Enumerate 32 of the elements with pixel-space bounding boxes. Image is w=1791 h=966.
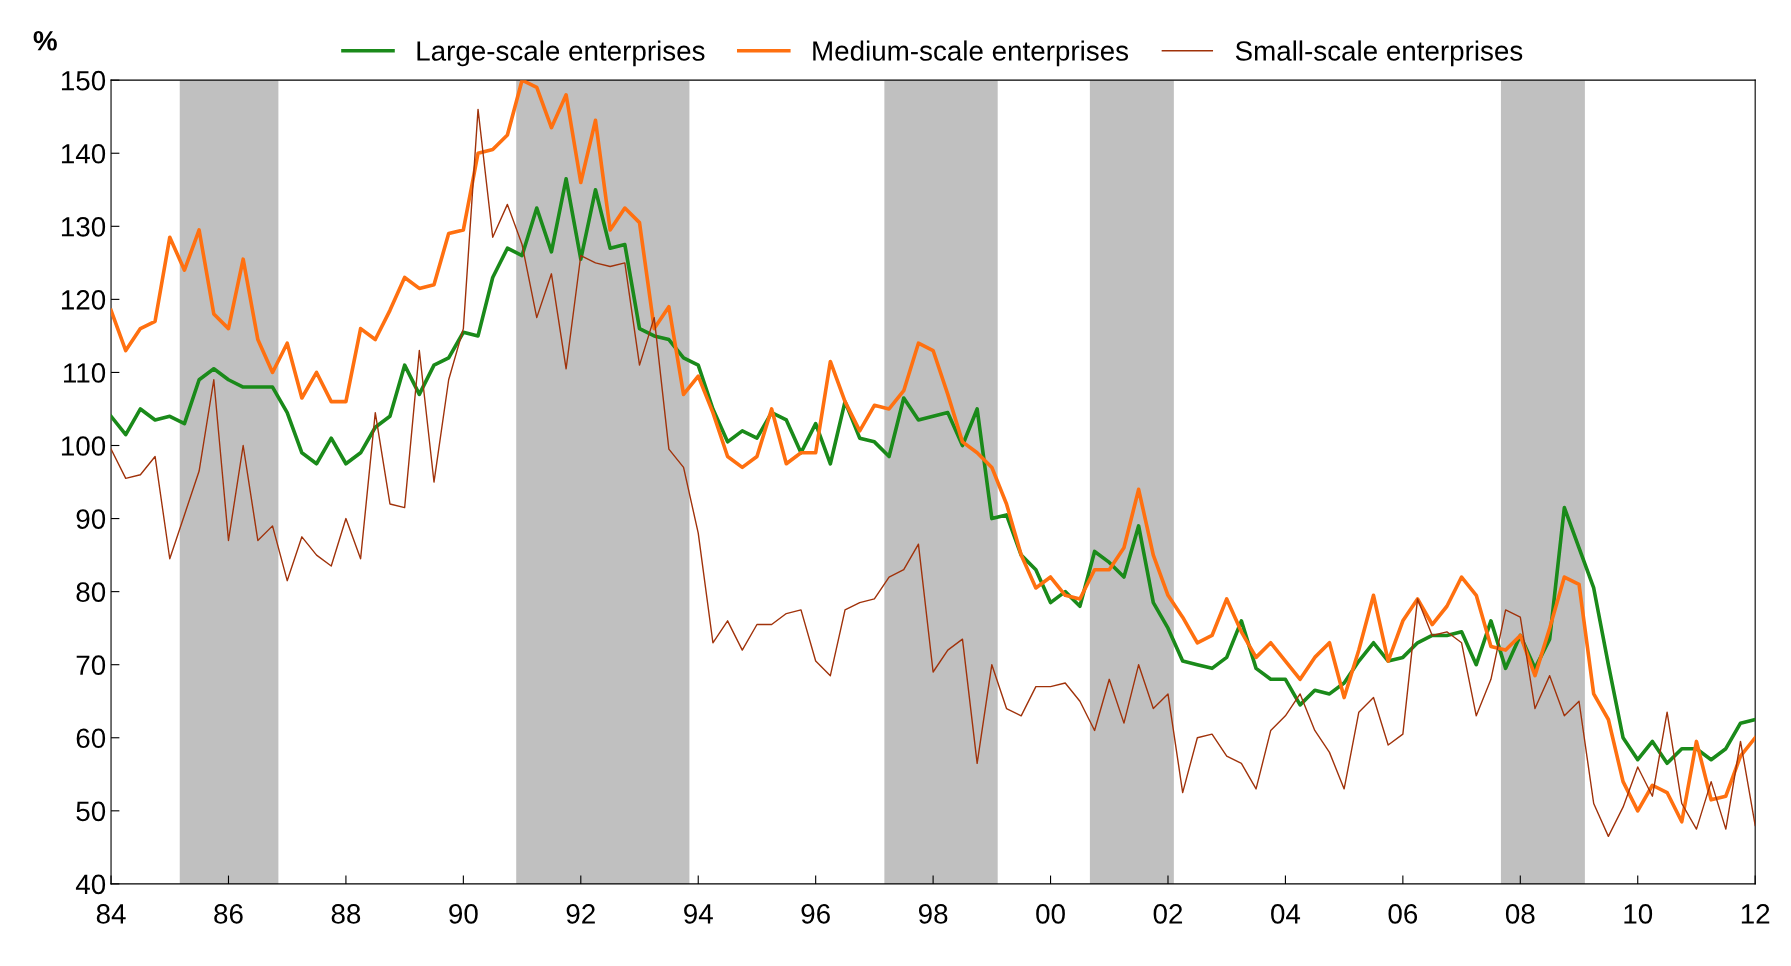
y-tick-label: 120 — [61, 290, 106, 310]
x-tick-label: 86 — [214, 904, 243, 924]
line-series — [111, 177, 1756, 766]
x-tick-label: 00 — [1036, 904, 1065, 924]
x-tick-label: 08 — [1505, 904, 1535, 924]
x-tick-label: 84 — [96, 904, 126, 924]
x-tick-label: 02 — [1153, 904, 1183, 924]
x-tick-label: 88 — [331, 904, 361, 924]
x-tick-label: 90 — [449, 904, 478, 924]
x-tick-label: 10 — [1624, 904, 1653, 924]
y-tick-label: 150 — [61, 70, 106, 91]
x-tick-label: 94 — [684, 904, 713, 924]
y-tick-label: 70 — [76, 655, 106, 676]
x-tick-label: 96 — [801, 904, 830, 924]
y-tick-label: 90 — [76, 509, 106, 529]
legend-label: Small-scale enterprises — [1235, 40, 1523, 67]
x-tick-label: 92 — [566, 904, 595, 924]
y-tick-label: 80 — [76, 582, 106, 602]
x-tick-label: 12 — [1741, 904, 1770, 924]
y-tick-label: 50 — [76, 801, 106, 822]
x-tick-label: 06 — [1388, 904, 1418, 924]
y-tick-label: 140 — [61, 143, 106, 164]
y-tick-label: 60 — [76, 728, 106, 749]
x-tick-label: 04 — [1271, 904, 1301, 924]
y-tick-label: 100 — [61, 436, 106, 456]
legend-label: Medium-scale enterprises — [813, 40, 1129, 67]
y-tick-label: 110 — [64, 363, 106, 383]
y-axis-title: % — [33, 30, 57, 51]
legend-label: Large-scale enterprises — [417, 40, 705, 67]
y-tick-label: 40 — [75, 874, 106, 895]
y-tick-label: 130 — [61, 216, 106, 237]
x-tick-label: 98 — [918, 904, 948, 924]
